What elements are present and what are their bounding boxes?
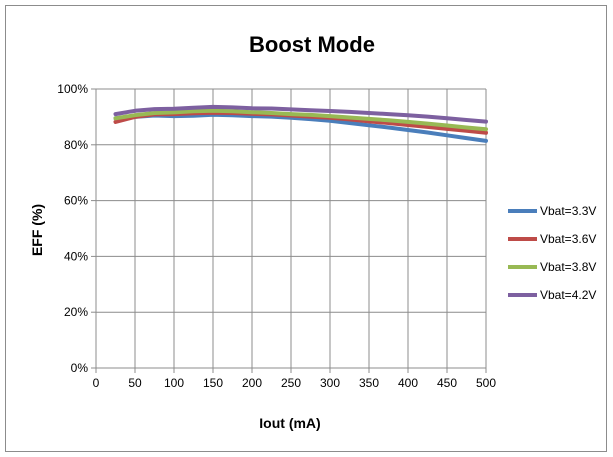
series-line-vbat-3-8v (113, 108, 488, 132)
x-tick-label: 250 (281, 376, 301, 390)
chart-title: Boost Mode (249, 32, 375, 57)
y-tick-label: 80% (64, 138, 88, 152)
x-tick-label: 0 (93, 376, 100, 390)
chart-frame (5, 5, 607, 452)
x-tick-label: 100 (164, 376, 184, 390)
x-tick-label: 350 (359, 376, 379, 390)
series-line-vbat-4-2v (113, 104, 488, 124)
y-axis-label: EFF (%) (29, 204, 45, 256)
legend-label: Vbat=3.8V (540, 260, 596, 274)
legend-item: Vbat=3.6V (508, 232, 596, 246)
legend-item: Vbat=3.3V (508, 204, 596, 218)
x-tick-label: 200 (242, 376, 262, 390)
y-tick-label: 60% (64, 194, 88, 208)
legend-label: Vbat=3.6V (540, 232, 596, 246)
x-axis-label: Iout (mA) (259, 415, 320, 431)
legend-label: Vbat=3.3V (540, 204, 596, 218)
y-tick-label: 20% (64, 305, 88, 319)
y-tick-labels: 0% 20% 40% 60% 80% 100% (57, 82, 88, 375)
y-tick-label: 40% (64, 249, 88, 263)
series-line-vbat-3-3v (113, 112, 488, 143)
legend-item: Vbat=3.8V (508, 260, 596, 274)
y-tick-label: 0% (71, 361, 89, 375)
series-lines (113, 104, 488, 143)
x-tick-label: 500 (476, 376, 496, 390)
x-tick-labels: 0 50 100 150 200 250 300 350 400 450 500 (93, 376, 497, 390)
x-tick-label: 400 (398, 376, 418, 390)
axes (91, 88, 487, 373)
legend-label: Vbat=4.2V (540, 288, 596, 302)
legend-item: Vbat=4.2V (508, 288, 596, 302)
x-tick-label: 450 (437, 376, 457, 390)
x-tick-label: 300 (320, 376, 340, 390)
x-tick-label: 50 (128, 376, 142, 390)
x-tick-label: 150 (203, 376, 223, 390)
y-tick-label: 100% (57, 82, 88, 96)
legend: Vbat=3.3V Vbat=3.6V Vbat=3.8V Vbat=4.2V (508, 204, 596, 302)
